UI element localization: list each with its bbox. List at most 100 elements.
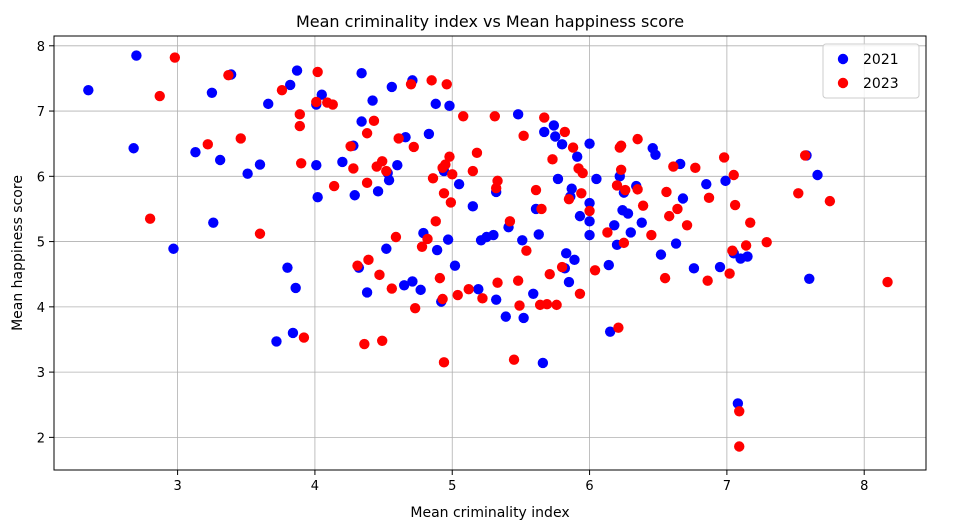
data-point-2021 (556, 139, 568, 150)
data-point-2021 (574, 210, 586, 222)
data-point-2023 (602, 227, 613, 238)
data-point-2021 (566, 183, 577, 194)
data-point-2023 (492, 277, 503, 288)
x-tick-label: 7 (723, 479, 731, 494)
data-point-2023 (718, 152, 730, 163)
data-point-2023 (352, 260, 363, 271)
data-point-2023 (467, 165, 479, 177)
data-point-2023 (463, 284, 474, 295)
data-point-2021 (430, 98, 441, 110)
data-point-2021 (453, 178, 465, 190)
data-point-2021 (398, 280, 410, 291)
y-tick-label: 8 (37, 40, 45, 55)
data-point-2023 (734, 406, 745, 417)
legend-label-2023: 2023 (863, 76, 899, 92)
data-point-2023 (441, 79, 452, 90)
data-point-2021 (528, 288, 539, 299)
legend-label-2021: 2021 (863, 52, 899, 68)
data-point-2023 (154, 90, 165, 102)
data-point-2023 (438, 188, 450, 199)
data-point-2023 (298, 332, 310, 343)
data-point-2021 (732, 398, 744, 409)
data-points (83, 50, 893, 452)
data-point-2023 (471, 147, 483, 159)
data-point-2023 (294, 109, 306, 120)
data-point-2021 (720, 175, 731, 187)
data-point-2021 (625, 227, 636, 238)
data-point-2021 (584, 229, 595, 241)
data-point-2023 (734, 441, 745, 452)
y-tick-label: 5 (37, 236, 45, 251)
data-point-2023 (445, 197, 457, 208)
data-point-2023 (547, 154, 558, 165)
data-point-2023 (328, 180, 340, 192)
data-point-2021 (517, 235, 528, 246)
data-point-2023 (611, 180, 623, 191)
data-point-2023 (386, 283, 398, 294)
data-point-2023 (512, 275, 524, 286)
legend-marker-2021 (837, 53, 849, 65)
data-point-2023 (559, 126, 571, 138)
data-point-2021 (284, 79, 296, 91)
data-point-2023 (541, 299, 553, 310)
x-tick-label: 3 (173, 479, 181, 494)
data-point-2023 (235, 133, 246, 144)
data-point-2023 (489, 111, 501, 122)
data-point-2023 (361, 177, 373, 189)
data-point-2021 (563, 276, 575, 288)
data-point-2023 (728, 169, 739, 181)
data-point-2023 (405, 79, 417, 90)
data-point-2021 (263, 98, 274, 110)
data-point-2023 (761, 237, 772, 248)
data-point-2021 (316, 89, 327, 100)
data-point-2023 (381, 165, 392, 177)
data-point-2023 (613, 322, 624, 333)
data-point-2023 (727, 245, 738, 256)
data-point-2021 (591, 173, 602, 185)
data-point-2021 (214, 154, 226, 166)
data-point-2021 (282, 262, 293, 273)
data-point-2023 (632, 184, 643, 195)
data-point-2023 (408, 141, 419, 153)
y-tick-label: 3 (37, 366, 45, 381)
data-point-2021 (361, 287, 373, 298)
data-point-2021 (372, 186, 384, 197)
data-point-2021 (584, 197, 595, 209)
data-point-2021 (423, 128, 435, 140)
data-point-2021 (490, 294, 502, 305)
data-point-2021 (473, 284, 484, 295)
data-point-2023 (703, 192, 715, 204)
data-point-2023 (276, 84, 288, 96)
data-point-2023 (615, 140, 627, 151)
data-point-2023 (661, 186, 672, 198)
data-point-2021 (311, 160, 322, 171)
data-point-2023 (409, 302, 421, 314)
data-point-2023 (632, 133, 643, 145)
x-tick-label: 6 (585, 479, 593, 494)
data-point-2021 (622, 208, 634, 219)
data-point-2021 (548, 120, 560, 131)
data-point-2021 (254, 159, 266, 170)
y-tick-label: 2 (37, 431, 45, 446)
data-point-2023 (637, 200, 649, 211)
data-point-2023 (427, 173, 439, 184)
data-point-2023 (659, 272, 671, 284)
plot-frame (53, 35, 927, 471)
data-point-2023 (447, 169, 458, 180)
chart-title: Mean criminality index vs Mean happiness… (296, 12, 684, 31)
data-point-2021 (168, 243, 179, 254)
data-point-2023 (556, 261, 568, 273)
y-tick-label: 6 (37, 170, 45, 185)
data-point-2023 (664, 210, 675, 222)
data-point-2023 (539, 112, 550, 123)
data-point-2021 (208, 217, 219, 228)
data-point-2021 (714, 261, 726, 273)
data-point-2023 (574, 288, 586, 299)
data-point-2021 (206, 87, 218, 98)
data-point-2021 (290, 282, 301, 294)
data-point-2021 (356, 68, 367, 79)
data-point-2023 (681, 220, 693, 231)
data-point-2023 (254, 228, 266, 239)
